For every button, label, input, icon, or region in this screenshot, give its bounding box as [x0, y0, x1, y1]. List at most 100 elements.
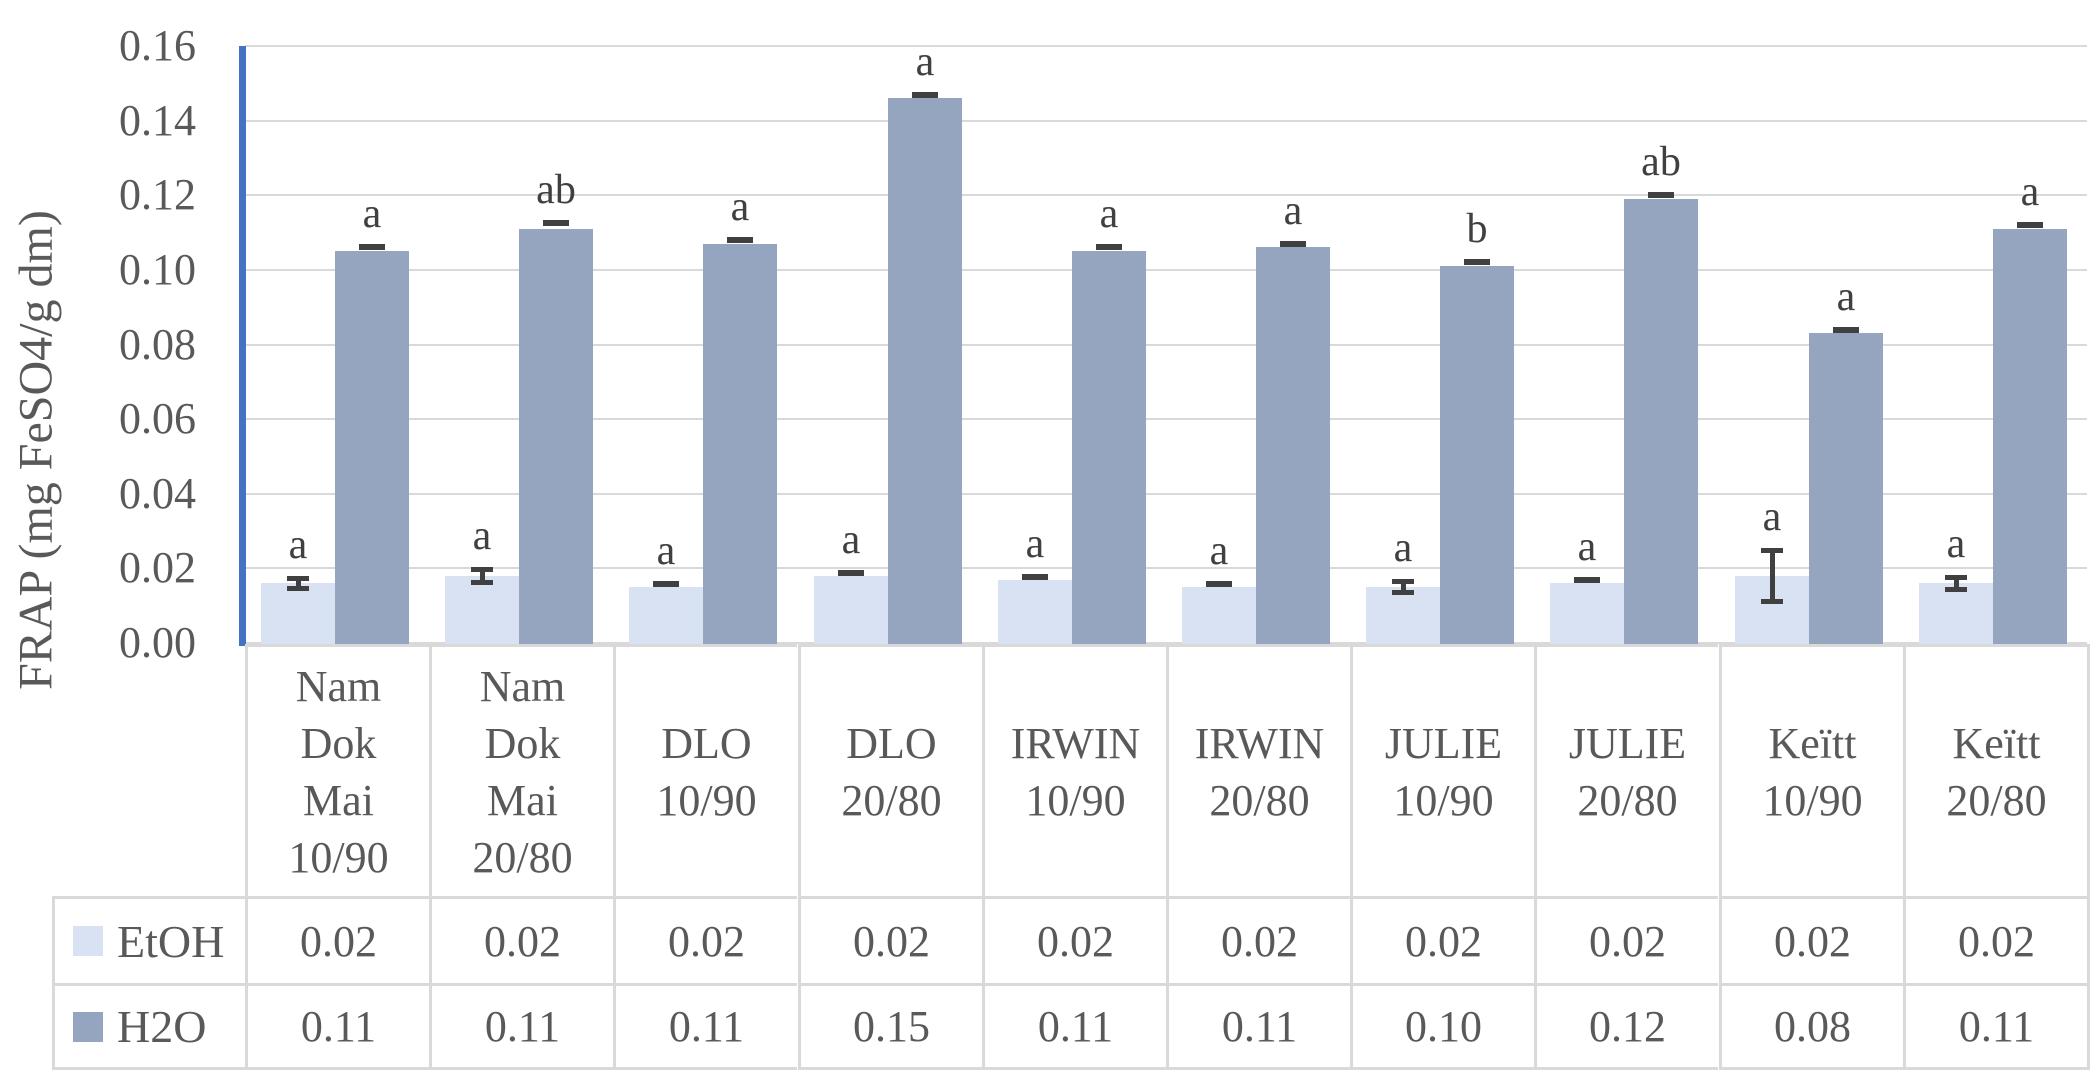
table-cell: 0.02 — [613, 896, 797, 983]
gridline — [245, 418, 2087, 420]
error-bar — [1401, 581, 1406, 592]
table-cell: 0.11 — [429, 983, 613, 1070]
bar-h2o-1 — [335, 251, 409, 645]
table-cell: 0.02 — [1166, 896, 1350, 983]
error-bar — [480, 569, 485, 582]
error-bar — [296, 578, 301, 589]
category-label-line: 20/80 — [1946, 775, 2047, 825]
error-bar-cap — [1833, 327, 1859, 333]
y-tick-label: 0.12 — [119, 170, 196, 219]
y-tick-label: 0.02 — [119, 543, 196, 592]
sig-letter: a — [362, 191, 382, 237]
table-cell: 0.11 — [1903, 983, 2090, 1070]
gridline — [245, 567, 2087, 569]
category-cell: JULIE 20/80 — [1534, 644, 1718, 896]
category-label-line: Mai — [303, 775, 374, 825]
sig-letter: a — [1025, 521, 1045, 567]
category-label-line: JULIE — [1384, 718, 1503, 768]
bar-etoh-10 — [1919, 583, 1993, 645]
category-cell: JULIE 10/90 — [1350, 644, 1534, 896]
error-bar-cap — [1648, 192, 1674, 198]
bar-etoh-8 — [1550, 583, 1624, 645]
category-label-line: 20/80 — [1209, 775, 1310, 825]
category-cell: DLO 20/80 — [798, 644, 982, 896]
bar-h2o-10 — [1993, 229, 2067, 645]
category-label-line: Keïtt — [1952, 718, 2041, 768]
bar-h2o-5 — [1072, 251, 1146, 645]
error-bar-cap — [912, 92, 938, 98]
table-cell: 0.12 — [1534, 983, 1718, 1070]
y-tick-label: 0.16 — [119, 21, 196, 70]
category-cell: IRWIN 10/90 — [982, 644, 1166, 896]
error-bar-cap — [287, 576, 309, 581]
sig-letter: a — [841, 517, 861, 563]
bar-etoh-2 — [445, 576, 519, 645]
legend-label: EtOH — [117, 915, 225, 967]
error-bar-cap — [1945, 587, 1967, 592]
error-bar-cap — [1761, 599, 1783, 604]
category-label-line: 10/90 — [1393, 775, 1494, 825]
error-bar-cap — [471, 580, 493, 585]
y-tick-label: 0.08 — [119, 320, 196, 369]
table-cell: 0.02 — [798, 896, 982, 983]
category-cell: DLO 10/90 — [613, 644, 797, 896]
error-bar-cap — [653, 581, 679, 587]
sig-letter: a — [1283, 188, 1303, 234]
sig-letter: a — [472, 513, 492, 559]
error-bar-cap — [1574, 577, 1600, 583]
error-bar-cap — [1761, 548, 1783, 553]
sig-letter: a — [730, 184, 750, 230]
category-label-line: 10/90 — [1762, 775, 1863, 825]
bar-h2o-8 — [1624, 199, 1698, 645]
category-label-line: 10/90 — [288, 832, 389, 882]
error-bar-cap — [838, 570, 864, 576]
error-bar-cap — [471, 567, 493, 572]
sig-letter: a — [1393, 525, 1413, 571]
sig-letter: b — [1466, 206, 1488, 252]
table-cell: 0.02 — [1903, 896, 2090, 983]
error-bar-cap — [1464, 259, 1490, 265]
category-label-line: 20/80 — [472, 832, 573, 882]
category-label-line: 20/80 — [1577, 775, 1678, 825]
table-cell: 0.11 — [245, 983, 429, 1070]
table-cell: 0.02 — [245, 896, 429, 983]
error-bar-cap — [1280, 241, 1306, 247]
error-bar-cap — [1022, 574, 1048, 580]
gridline — [245, 194, 2087, 196]
table-cell: 0.10 — [1350, 983, 1534, 1070]
category-label-line: IRWIN — [1194, 718, 1325, 768]
table-cell: 0.02 — [982, 896, 1166, 983]
table-cell: 0.02 — [1534, 896, 1718, 983]
y-tick-label: 0.00 — [119, 618, 196, 667]
category-label-line: Keïtt — [1768, 718, 1857, 768]
category-label-line: DLO — [846, 718, 937, 768]
y-tick-label: 0.10 — [119, 245, 196, 294]
bar-h2o-2 — [519, 229, 593, 645]
sig-letter: ab — [1641, 139, 1681, 185]
y-tick-label: 0.04 — [119, 469, 196, 518]
error-bar-cap — [1945, 575, 1967, 580]
bar-etoh-3 — [629, 587, 703, 645]
sig-letter: a — [1762, 494, 1782, 540]
error-bar-cap — [1392, 579, 1414, 584]
table-cell: 0.11 — [1166, 983, 1350, 1070]
table-cell: 0.11 — [613, 983, 797, 1070]
table-cell: 0.02 — [429, 896, 613, 983]
category-cell: Keïtt 20/80 — [1903, 644, 2090, 896]
gridline — [245, 45, 2087, 47]
sig-letter: ab — [536, 167, 576, 213]
error-bar-cap — [1096, 244, 1122, 250]
gridline — [245, 120, 2087, 122]
y-tick-label: 0.06 — [119, 394, 196, 443]
table-cell: 0.02 — [1719, 896, 1903, 983]
error-bar-cap — [543, 220, 569, 226]
legend-swatch-etoh — [73, 926, 103, 956]
sig-letter: a — [1946, 521, 1966, 567]
category-label-line: 20/80 — [841, 775, 942, 825]
bar-etoh-1 — [261, 583, 335, 645]
category-label-line: IRWIN — [1010, 718, 1141, 768]
table-cell: 0.02 — [1350, 896, 1534, 983]
category-label-line: Nam — [479, 661, 566, 711]
category-label-line: Nam — [295, 661, 382, 711]
category-cell: Nam Dok Mai 10/90 — [245, 644, 429, 896]
